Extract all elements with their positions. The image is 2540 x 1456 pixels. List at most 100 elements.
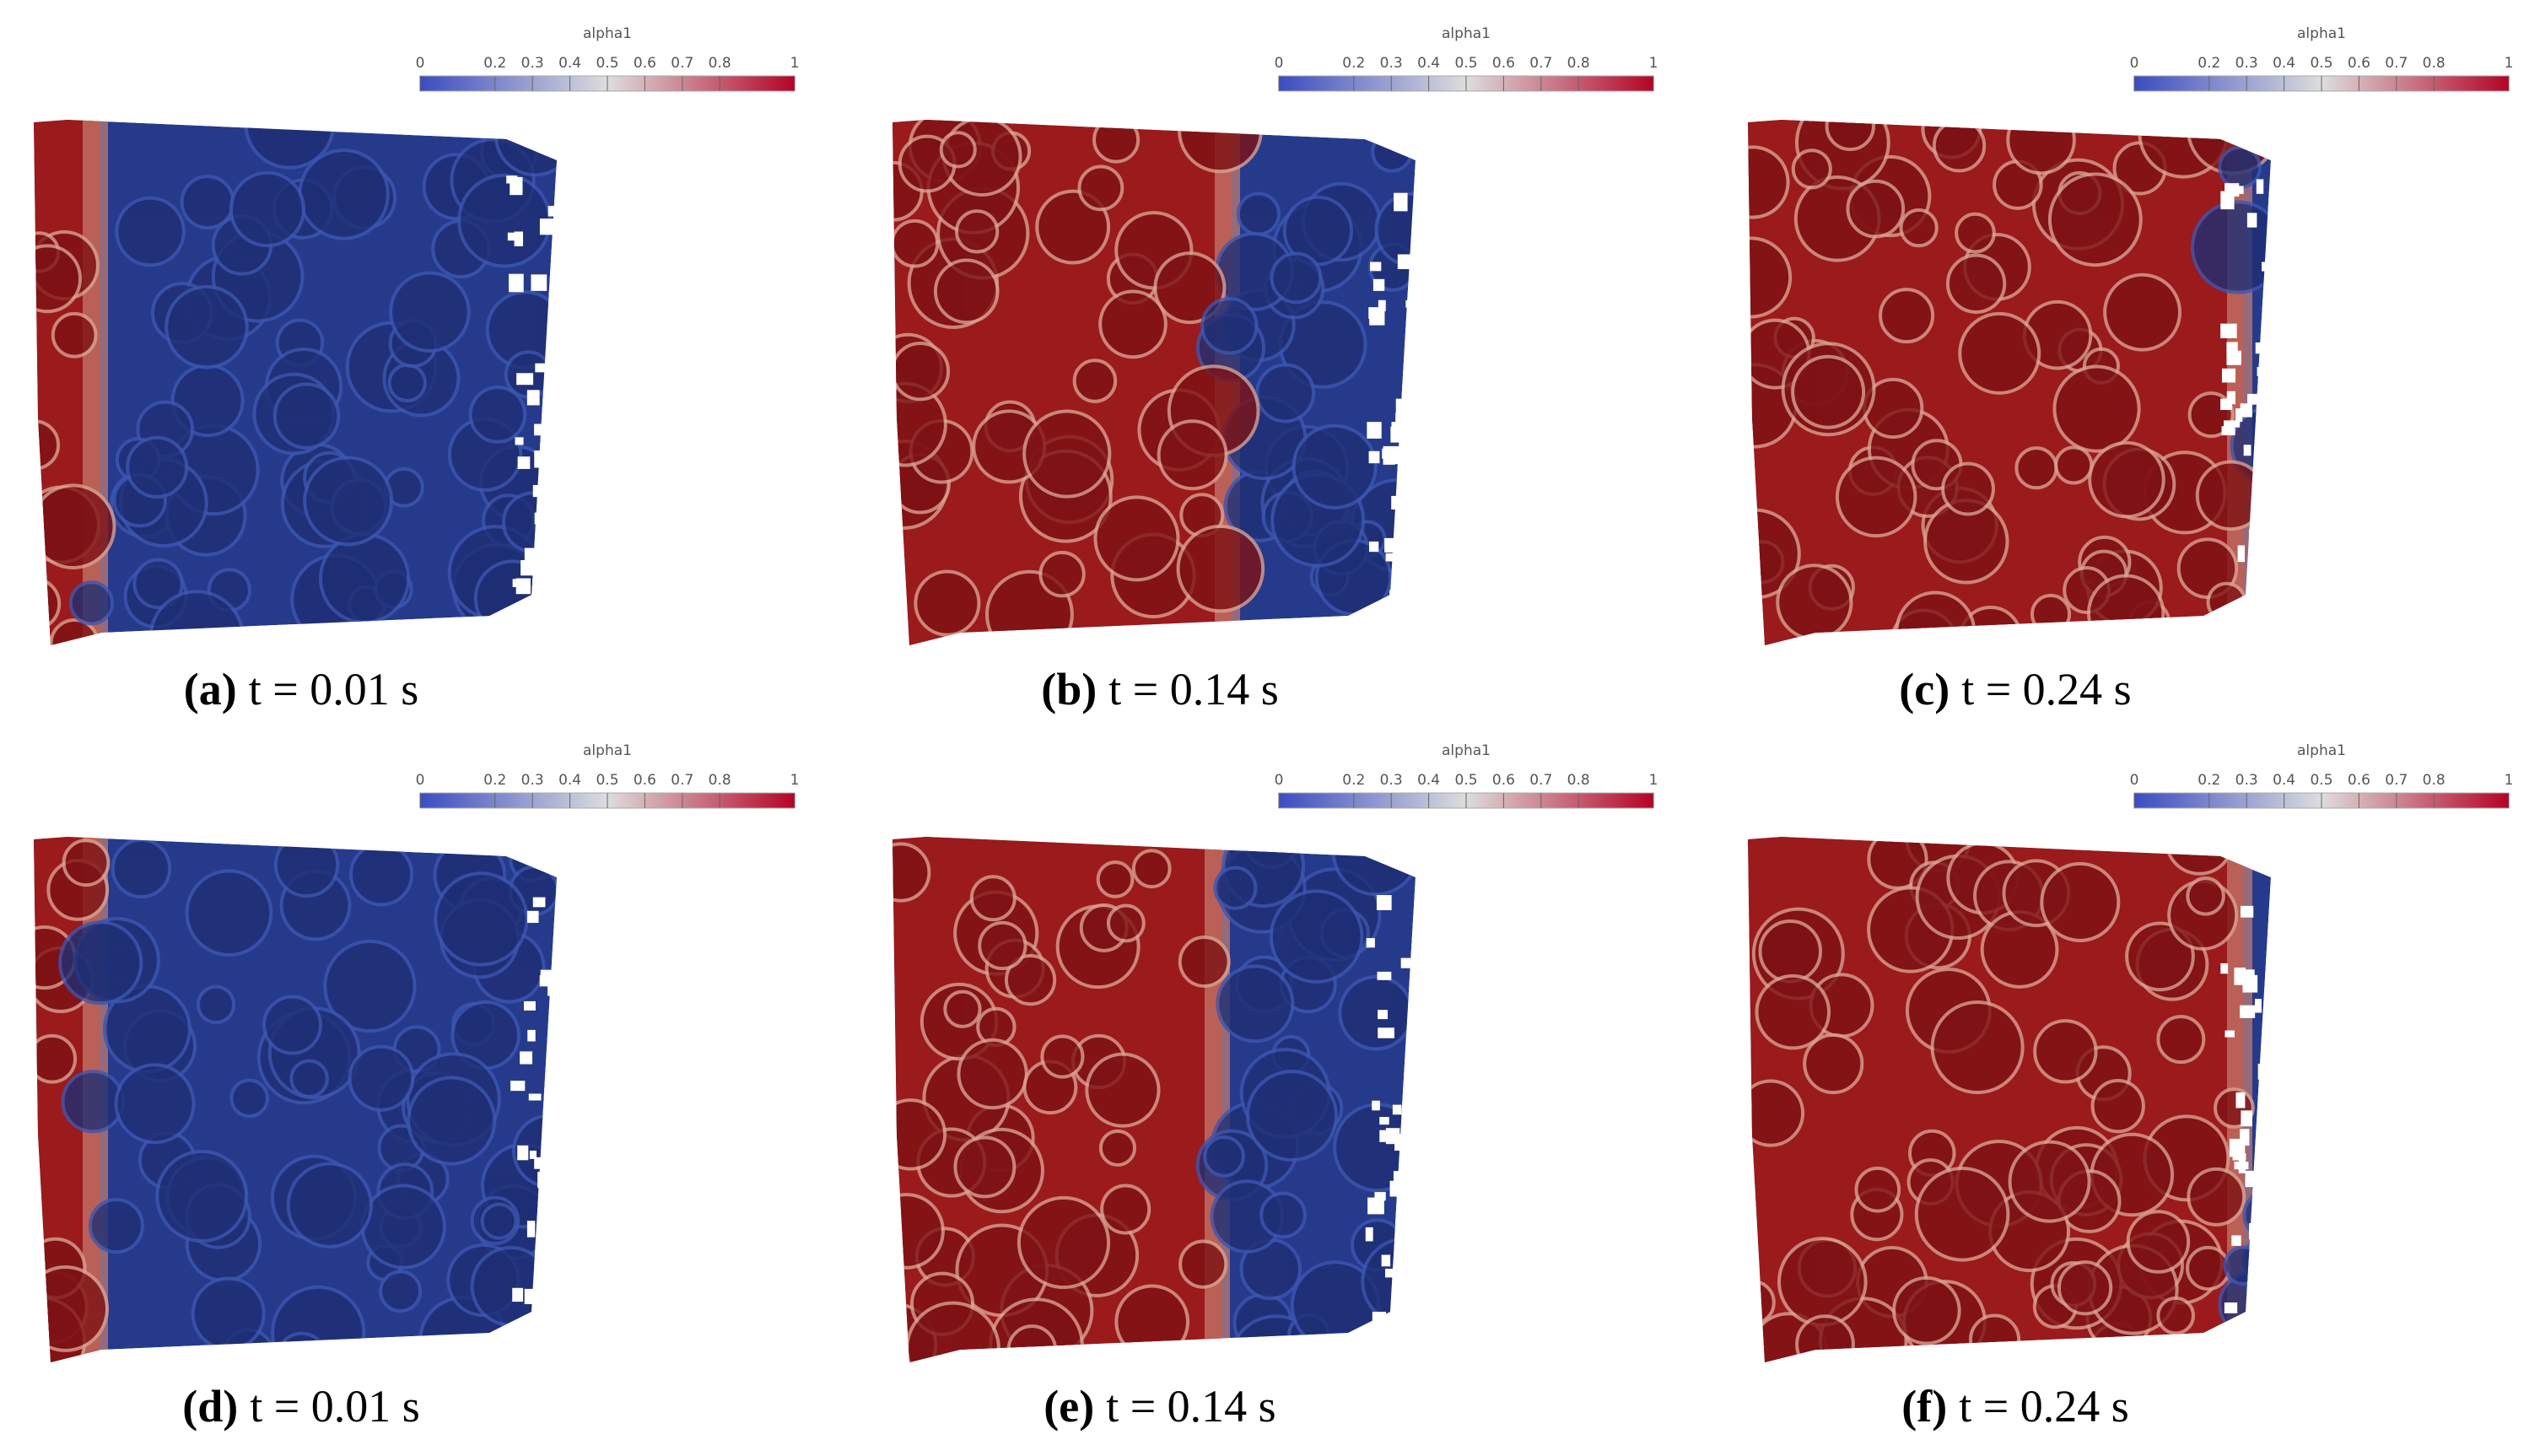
colorbar-tick-label: 0.3 [1380, 55, 1403, 72]
hole [1401, 459, 1418, 470]
pore [2008, 1140, 2091, 1223]
pore [1178, 936, 1231, 988]
colorbar-tick-label: 1 [2505, 772, 2514, 789]
caption-label: (e) [1044, 1381, 1094, 1432]
colorbar-tick-label: 0.2 [2198, 772, 2220, 789]
pore [2040, 861, 2121, 942]
pore [1072, 359, 1118, 403]
pore [2206, 581, 2247, 623]
render [893, 120, 1416, 645]
hole [544, 1190, 560, 1200]
hole [1384, 537, 1401, 553]
pore [1035, 189, 1111, 265]
hole [1368, 541, 1379, 553]
pore [1270, 251, 1323, 305]
hole [520, 1051, 533, 1065]
pore [1895, 590, 1976, 645]
hole [2242, 974, 2258, 993]
hole [1381, 1254, 1391, 1267]
colorbar-title: alpha1 [583, 25, 632, 42]
hole [2226, 391, 2235, 405]
caption-text: t = 0.01 s [249, 664, 418, 715]
pore [969, 875, 1017, 922]
pore [1200, 297, 1259, 355]
hole [1372, 278, 1385, 291]
hole [547, 206, 559, 217]
pore [1017, 1195, 1111, 1290]
caption: (b) t = 0.14 s [1041, 664, 1278, 715]
colorbar-tick-label: 0.6 [1492, 55, 1515, 72]
pore [303, 456, 394, 547]
colorbar-tick-label: 0.8 [2423, 772, 2446, 789]
pore [2241, 1238, 2271, 1282]
colorbar-tick-label: 0.3 [521, 772, 544, 789]
hole [509, 273, 524, 293]
colorbar-tick-label: 0.6 [2348, 55, 2370, 72]
pore [1791, 148, 1832, 190]
hole [1385, 553, 1399, 562]
pore [1945, 253, 2007, 314]
hole [542, 1183, 549, 1191]
colorbar-tick-label: 0.7 [2385, 55, 2408, 72]
colorbar-tick-label: 0.2 [1342, 772, 1365, 789]
hole [1378, 1010, 1389, 1020]
pore [1835, 456, 1917, 538]
colorbar-tick-label: 0.5 [2310, 55, 2332, 72]
hole [531, 274, 547, 291]
pore [933, 258, 1000, 325]
colorbar-tick-label: 0.8 [2423, 55, 2446, 72]
pore [229, 170, 306, 248]
pore [61, 1070, 125, 1134]
pore [271, 1285, 366, 1362]
pore [289, 1059, 329, 1098]
panel: alpha1 0 0.2 0.3 0.4 0.5 0.6 0.7 0.8 1 (d) t = 0.01… [34, 742, 799, 1432]
hole [534, 512, 546, 525]
pore [2186, 1245, 2231, 1292]
colorbar-tick-label: 0.4 [558, 55, 581, 72]
pore [2088, 440, 2165, 519]
caption-text: t = 0.14 s [1106, 1381, 1275, 1432]
pore [1758, 919, 1823, 984]
hole [2243, 445, 2251, 456]
pore [1941, 461, 1995, 516]
pore [957, 1038, 1028, 1110]
colorbar-tick-label: 0.2 [2198, 55, 2220, 72]
colorbar-title: alpha1 [583, 742, 632, 759]
hole [2247, 393, 2262, 405]
pore [126, 435, 189, 499]
pore [2156, 1296, 2195, 1335]
hole [1372, 1312, 1387, 1329]
hole [1374, 1192, 1386, 1201]
hole [2241, 1110, 2253, 1127]
hole [1405, 1310, 1421, 1326]
hole [534, 450, 549, 468]
pore [905, 1301, 1000, 1362]
front-edge [83, 120, 108, 645]
pore [1038, 550, 1086, 598]
hole [507, 232, 515, 241]
colorbar-tick-label: 0.4 [2273, 772, 2295, 789]
hole [1365, 1227, 1373, 1242]
pore [953, 1135, 1017, 1199]
pore [2186, 876, 2225, 916]
caption-text: t = 0.24 s [1961, 664, 2131, 715]
hole [1368, 450, 1380, 464]
hole [527, 1029, 536, 1042]
pore [1755, 973, 1831, 1050]
hole [2226, 350, 2241, 365]
pore [457, 173, 552, 268]
hole [2235, 186, 2244, 194]
hole [2238, 1159, 2246, 1173]
pore [2156, 1015, 2206, 1065]
pore [1176, 524, 1265, 613]
pore [893, 1193, 945, 1270]
hole [1391, 422, 1403, 429]
pore [2245, 1264, 2271, 1303]
pore [1748, 1279, 1776, 1325]
colorbar-tick-label: 0.7 [671, 55, 693, 72]
hole [2250, 1246, 2262, 1254]
pore [1748, 236, 1793, 319]
caption-label: (b) [1041, 664, 1097, 715]
pore [318, 532, 411, 624]
hole [547, 979, 558, 996]
